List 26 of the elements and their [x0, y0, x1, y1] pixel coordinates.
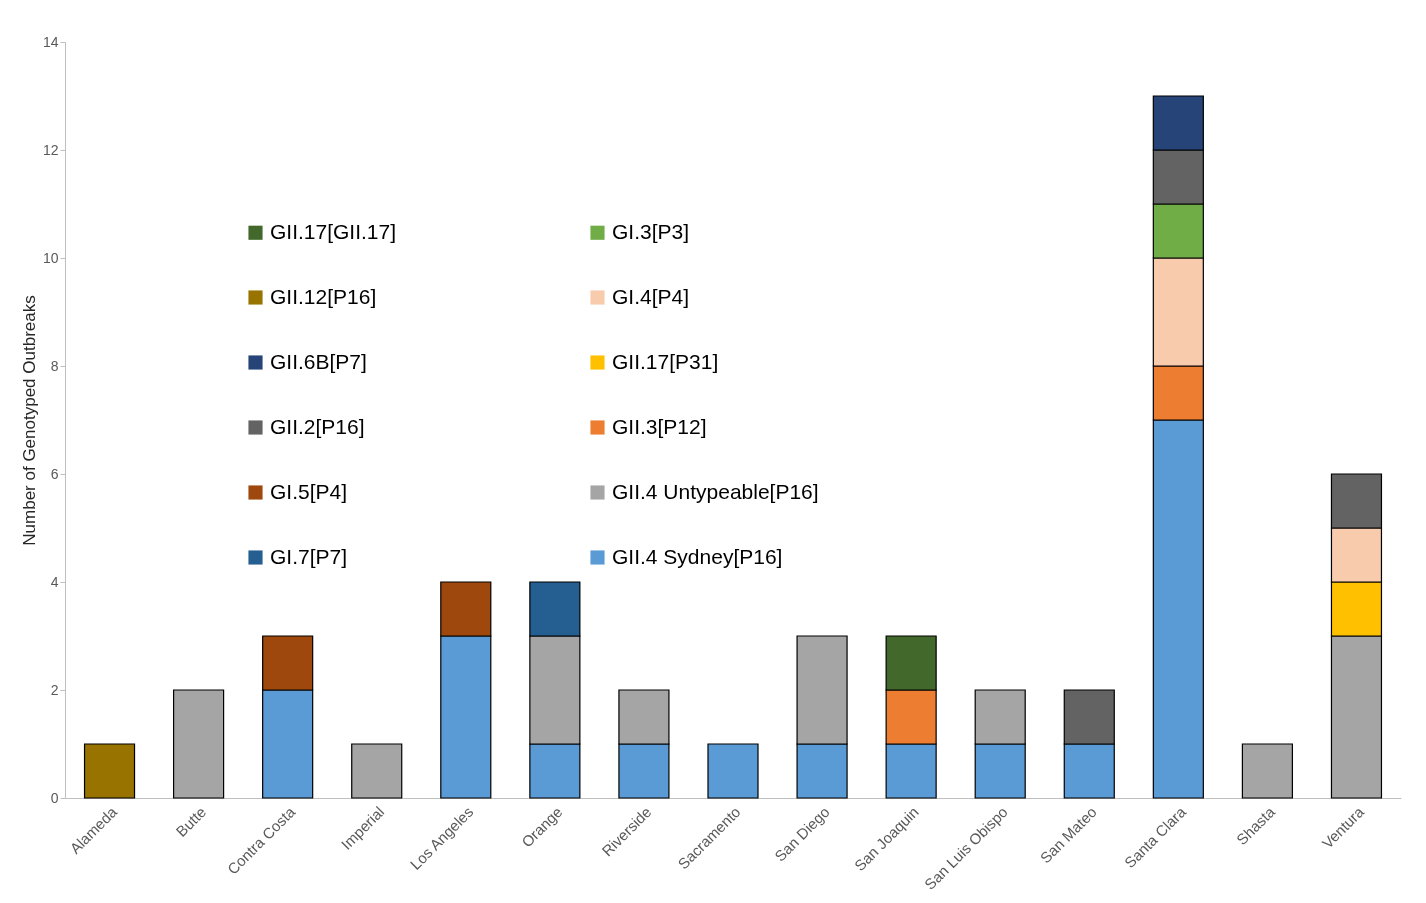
- legend-label: GII.12[P16]: [270, 284, 377, 308]
- y-tick-label: 6: [50, 465, 59, 482]
- legend-label: GII.4 Sydney[P16]: [612, 544, 783, 568]
- legend-label: GI.3[P3]: [612, 219, 690, 243]
- y-tick-label: 10: [42, 249, 59, 266]
- legend-label: GII.6B[P7]: [270, 349, 367, 373]
- legend-label: GI.5[P4]: [270, 479, 348, 503]
- legend-label: GII.3[P12]: [612, 414, 707, 438]
- legend-label: GII.4 Untypeable[P16]: [612, 479, 819, 503]
- bar: [83, 743, 136, 799]
- y-tick-label: 0: [50, 789, 59, 806]
- legend-label: GI.4[P4]: [612, 284, 690, 308]
- bar: [707, 743, 759, 799]
- y-tick-label: 2: [50, 681, 59, 698]
- legend-label: GII.2[P16]: [270, 414, 365, 438]
- y-tick-label: 4: [50, 573, 59, 590]
- legend-label: GII.17[GII.17]: [270, 219, 397, 243]
- bar: [351, 743, 403, 799]
- y-tick-label: 8: [50, 357, 59, 374]
- y-tick-label: 12: [42, 141, 59, 158]
- y-tick-label: 14: [42, 33, 59, 50]
- legend-label: GI.7[P7]: [270, 544, 348, 568]
- legend-label: GII.17[P31]: [612, 349, 719, 373]
- bar: [1241, 743, 1293, 799]
- y-axis-title: Number of Genotyped Outbreaks: [19, 295, 39, 546]
- bar: [173, 689, 225, 799]
